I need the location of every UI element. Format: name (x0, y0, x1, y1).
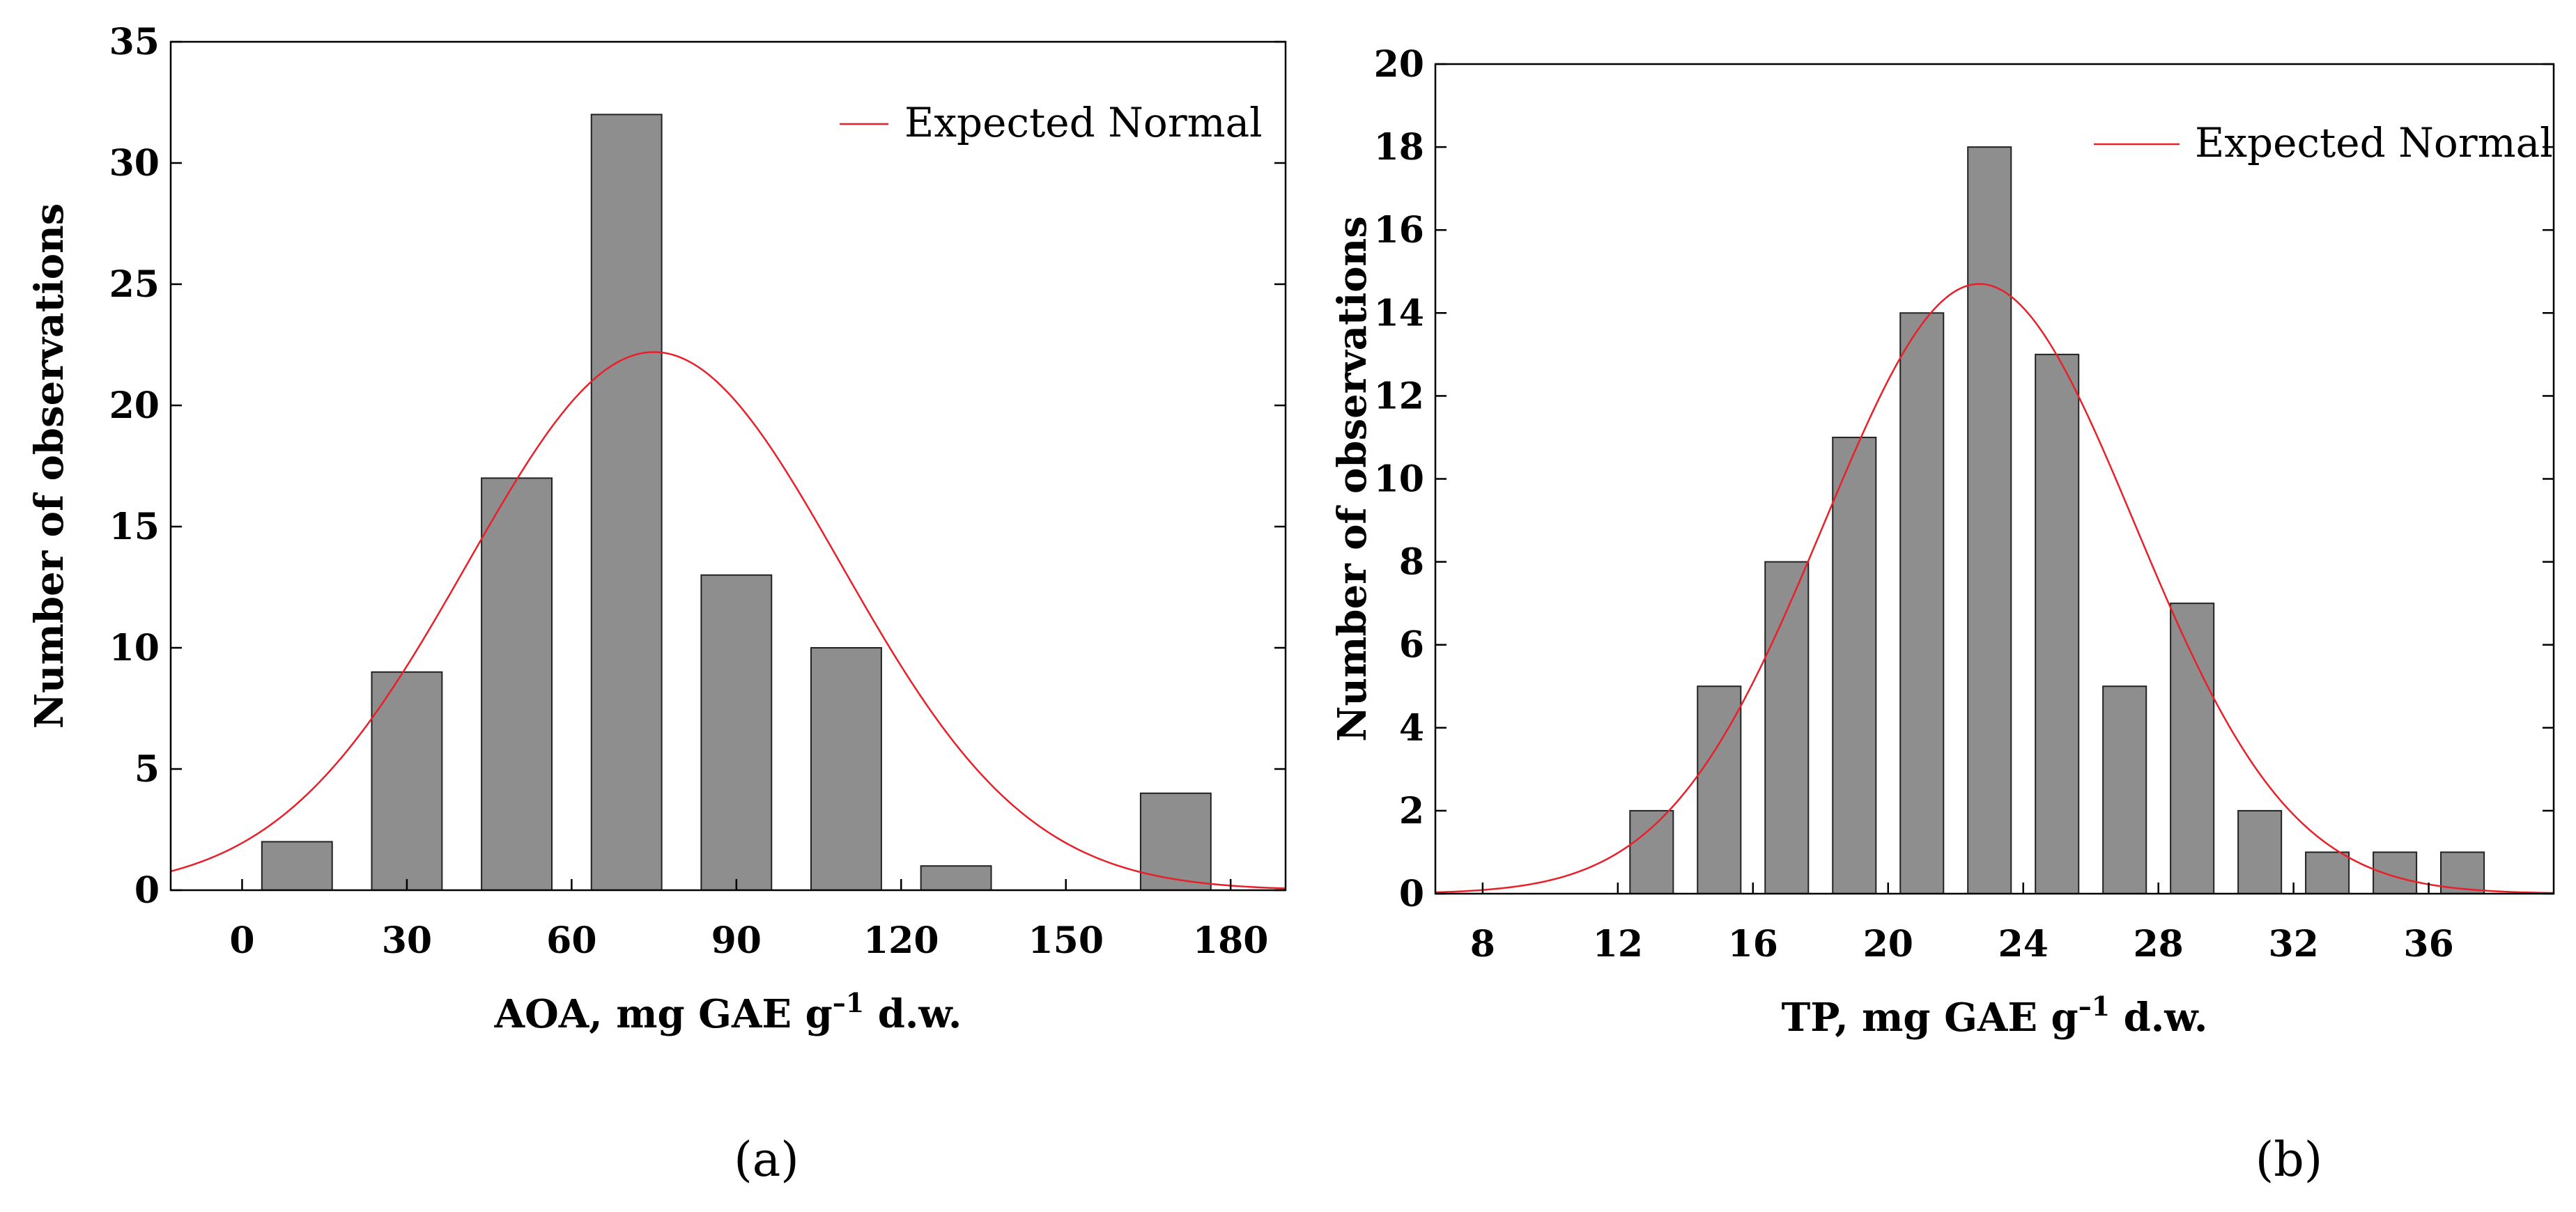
panel-label: (a) (734, 1133, 799, 1188)
x-tick-label: 120 (863, 919, 939, 962)
y-tick-label: 15 (109, 506, 160, 548)
y-tick-label: 25 (109, 263, 160, 306)
x-tick-label: 16 (1728, 923, 1778, 965)
y-tick-label: 14 (1374, 292, 1424, 334)
bar-bin-1 (1697, 685, 1742, 894)
chart-panel-a: 0 5 10 15 20 25 30 35 0 30 60 90 120 150 180 Number of … (26, 21, 1287, 1188)
y-tick-label: 10 (109, 627, 160, 669)
y-tick-label: 18 (1374, 126, 1424, 169)
bar-bin-8 (1139, 792, 1212, 892)
plot-frame (169, 40, 1287, 892)
x-tick-label: 90 (711, 919, 762, 962)
y-tick-label: 16 (1374, 209, 1424, 251)
x-tick-label: 24 (1998, 923, 2049, 965)
x-tick-label: 32 (2268, 923, 2318, 965)
legend-label: Expected Normal (2195, 119, 2553, 166)
bar-bin-6 (2035, 353, 2080, 895)
bar-bin-2 (1764, 561, 1810, 894)
x-tick-label: 8 (1470, 923, 1495, 965)
y-tick-label: 4 (1399, 707, 1424, 749)
x-tick-label: 20 (1863, 923, 1913, 965)
y-tick-label: 5 (134, 748, 160, 791)
expected-normal-curve (1435, 283, 2554, 894)
bar-bin-4 (700, 574, 773, 891)
bar-bin-5 (810, 647, 882, 891)
bar-bin-7 (2102, 685, 2147, 894)
bar-bin-0 (261, 841, 333, 892)
x-tick-label: 150 (1028, 919, 1104, 962)
bar-bin-6 (920, 865, 992, 891)
x-axis-label: AOA, mg GAE g–1 d.w. (494, 987, 962, 1037)
y-tick-label: 12 (1374, 375, 1424, 417)
bar-bin-3 (1832, 436, 1877, 894)
bar-bin-8 (2170, 603, 2215, 895)
y-tick-label: 0 (1399, 873, 1424, 915)
x-tick-label: 60 (546, 919, 596, 962)
y-tick-label: 8 (1399, 541, 1424, 584)
y-tick-label: 2 (1399, 790, 1424, 832)
y-axis-label: Number of observations (26, 203, 72, 729)
y-tick-label: 20 (1374, 43, 1424, 86)
expected-normal-curve (170, 351, 1286, 889)
bar-bin-10 (2305, 851, 2350, 894)
bar-bin-11 (2373, 851, 2418, 894)
x-tick-label: 180 (1193, 919, 1269, 962)
bar-bin-5 (1967, 146, 2012, 895)
x-tick-label: 28 (2133, 923, 2183, 965)
bar-bin-3 (590, 114, 663, 891)
y-tick-label: 30 (109, 142, 160, 185)
bar-bin-0 (1629, 809, 1674, 895)
y-tick-label: 20 (109, 384, 160, 427)
y-tick-label: 10 (1374, 458, 1424, 501)
y-tick-label: 0 (134, 869, 160, 912)
y-axis-label: Number of observations (1329, 216, 1375, 742)
x-tick-label: 30 (382, 919, 432, 962)
y-tick-label: 35 (109, 21, 160, 63)
bar-bin-1 (371, 671, 443, 891)
x-tick-label: 0 (229, 919, 254, 962)
x-axis-label: TP, mg GAE g–1 d.w. (1782, 990, 2208, 1041)
x-tick-label: 36 (2403, 923, 2453, 965)
y-tick-label: 6 (1399, 624, 1424, 667)
legend-label: Expected Normal (904, 99, 1263, 146)
bar-bin-9 (2237, 809, 2283, 895)
bar-bin-2 (481, 477, 553, 891)
panel-label: (b) (2255, 1133, 2323, 1188)
x-tick-label: 12 (1593, 923, 1643, 965)
bar-bin-4 (1899, 312, 1945, 894)
